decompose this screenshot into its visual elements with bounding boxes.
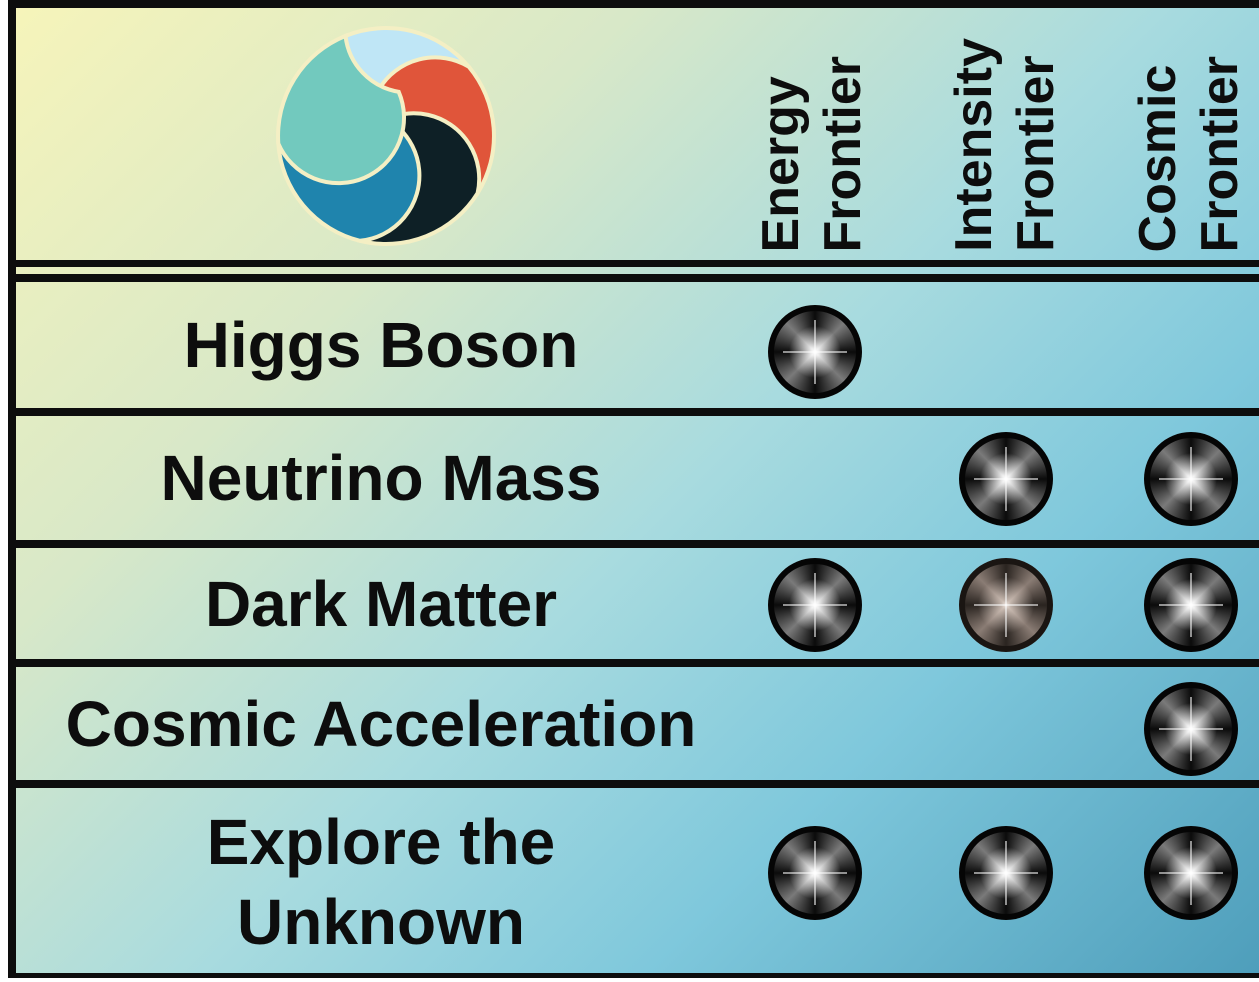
frontier-marker-dot [1144, 682, 1238, 776]
row-divider [8, 540, 1259, 548]
column-header-line2: Frontier [814, 55, 872, 252]
row-label-neutrino-mass: Neutrino Mass [16, 416, 746, 540]
row-label-cosmic-acceleration: Cosmic Acceleration [16, 667, 746, 780]
row-divider [8, 659, 1259, 667]
header-divider-top [8, 260, 1259, 267]
row-label-dark-matter: Dark Matter [16, 548, 746, 659]
pinwheel-logo-icon [276, 26, 496, 246]
frontier-marker-dot [1144, 558, 1238, 652]
row-divider [8, 408, 1259, 416]
row-label-text: Higgs Boson [183, 309, 579, 381]
header-divider-bottom [8, 274, 1259, 282]
frontier-marker-dot [959, 558, 1053, 652]
frontier-marker-dot [768, 826, 862, 920]
row-label-text: Cosmic Acceleration [65, 687, 697, 760]
frontier-marker-dot [1144, 826, 1238, 920]
column-header-line1: Energy [752, 75, 810, 252]
column-header-line1: Cosmic [1129, 64, 1187, 252]
row-label-higgs-boson: Higgs Boson [16, 282, 746, 408]
row-label-explore-the-unknown: Explore the Unknown [16, 792, 746, 972]
column-header-cosmic-frontier: Cosmic Frontier [1128, 20, 1250, 252]
column-header-line2: Frontier [1007, 55, 1065, 252]
row-label-text: Neutrino Mass [160, 442, 602, 514]
column-header-line1: Intensity [945, 38, 1003, 252]
frontier-marker-dot [959, 432, 1053, 526]
frontier-marker-dot [959, 826, 1053, 920]
frontier-marker-dot [768, 558, 862, 652]
frontier-marker-dot [1144, 432, 1238, 526]
row-label-text-line2: Unknown [237, 886, 525, 958]
frontier-marker-dot [768, 305, 862, 399]
column-header-energy-frontier: Energy Frontier [752, 20, 872, 252]
column-header-line2: Frontier [1191, 55, 1249, 252]
column-header-intensity-frontier: Intensity Frontier [940, 20, 1070, 252]
logo-petal [276, 33, 407, 186]
row-label-text: Dark Matter [204, 567, 558, 640]
row-label-text-line1: Explore the [206, 806, 556, 878]
row-divider [8, 780, 1259, 788]
